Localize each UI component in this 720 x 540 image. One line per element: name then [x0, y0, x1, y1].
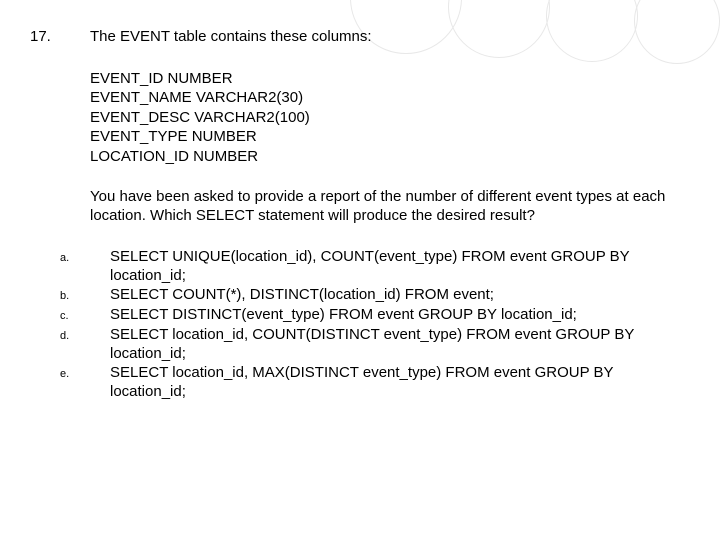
option-text: SELECT COUNT(*), DISTINCT(location_id) F… — [110, 286, 690, 305]
question-intro: The EVENT table contains these columns: — [90, 28, 690, 47]
column-def: EVENT_TYPE NUMBER — [90, 127, 690, 147]
column-def: EVENT_ID NUMBER — [90, 69, 690, 89]
question-number: 17. — [30, 28, 90, 47]
option-letter: a. — [60, 248, 110, 266]
option-a: a. SELECT UNIQUE(location_id), COUNT(eve… — [60, 248, 690, 286]
column-def: EVENT_NAME VARCHAR2(30) — [90, 88, 690, 108]
question-content: 17. The EVENT table contains these colum… — [30, 28, 690, 403]
option-letter: d. — [60, 326, 110, 344]
option-b: b. SELECT COUNT(*), DISTINCT(location_id… — [60, 286, 690, 305]
option-e: e. SELECT location_id, MAX(DISTINCT even… — [60, 364, 690, 402]
option-c: c. SELECT DISTINCT(event_type) FROM even… — [60, 306, 690, 325]
table-columns-list: EVENT_ID NUMBER EVENT_NAME VARCHAR2(30) … — [90, 69, 690, 167]
option-text: SELECT DISTINCT(event_type) FROM event G… — [110, 306, 690, 325]
option-letter: e. — [60, 364, 110, 382]
question-header: 17. The EVENT table contains these colum… — [30, 28, 690, 47]
column-def: LOCATION_ID NUMBER — [90, 147, 690, 167]
option-text: SELECT location_id, COUNT(DISTINCT event… — [110, 326, 690, 364]
option-text: SELECT UNIQUE(location_id), COUNT(event_… — [110, 248, 690, 286]
option-d: d. SELECT location_id, COUNT(DISTINCT ev… — [60, 326, 690, 364]
option-letter: b. — [60, 286, 110, 304]
option-letter: c. — [60, 306, 110, 324]
option-text: SELECT location_id, MAX(DISTINCT event_t… — [110, 364, 690, 402]
column-def: EVENT_DESC VARCHAR2(100) — [90, 108, 690, 128]
options-list: a. SELECT UNIQUE(location_id), COUNT(eve… — [60, 248, 690, 402]
question-prompt: You have been asked to provide a report … — [90, 188, 690, 226]
